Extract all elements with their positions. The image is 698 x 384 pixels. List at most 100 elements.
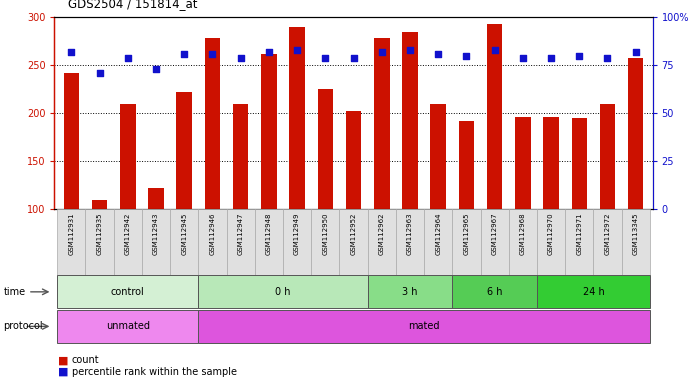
Point [235, 55, 246, 61]
Text: mated: mated [408, 321, 440, 331]
Bar [537, 209, 565, 275]
Point [602, 55, 613, 61]
Text: GSM112950: GSM112950 [322, 213, 328, 255]
Text: 6 h: 6 h [487, 287, 503, 297]
Bar [318, 89, 333, 209]
Text: GSM112962: GSM112962 [379, 213, 385, 255]
Point [517, 55, 528, 61]
Bar [572, 118, 587, 209]
Bar [283, 209, 311, 275]
Point [320, 55, 331, 61]
Text: GSM112967: GSM112967 [491, 213, 498, 255]
Bar [368, 275, 452, 308]
Text: GSM112942: GSM112942 [125, 213, 131, 255]
Text: GSM112949: GSM112949 [294, 213, 300, 255]
Bar [368, 209, 396, 275]
Point [574, 53, 585, 59]
Point [545, 55, 556, 61]
Bar [114, 209, 142, 275]
Text: GSM112935: GSM112935 [96, 213, 103, 255]
Bar [543, 117, 559, 209]
Text: GDS2504 / 151814_at: GDS2504 / 151814_at [68, 0, 198, 10]
Text: GSM112943: GSM112943 [153, 213, 159, 255]
Bar [57, 275, 198, 308]
Text: GSM112963: GSM112963 [407, 213, 413, 255]
Point [461, 53, 472, 59]
Text: 0 h: 0 h [275, 287, 291, 297]
Text: GSM112931: GSM112931 [68, 213, 75, 255]
Bar [509, 209, 537, 275]
Point [263, 49, 274, 55]
Bar [92, 200, 107, 209]
Bar [255, 209, 283, 275]
Text: GSM112948: GSM112948 [266, 213, 272, 255]
Point [151, 66, 162, 72]
Bar [64, 73, 79, 209]
Bar [205, 38, 220, 209]
Bar [85, 209, 114, 275]
Bar [515, 117, 530, 209]
Point [292, 47, 303, 53]
Text: time: time [3, 287, 26, 297]
Text: GSM112947: GSM112947 [238, 213, 244, 255]
Point [348, 55, 359, 61]
Point [94, 70, 105, 76]
Point [179, 51, 190, 57]
Text: unmated: unmated [106, 321, 150, 331]
Bar [424, 209, 452, 275]
Text: GSM112972: GSM112972 [604, 213, 611, 255]
Bar [120, 104, 135, 209]
Bar [233, 104, 248, 209]
Bar [177, 92, 192, 209]
Bar [600, 104, 615, 209]
Point [404, 47, 415, 53]
Text: protocol: protocol [3, 321, 43, 331]
Bar [396, 209, 424, 275]
Point [207, 51, 218, 57]
Bar [227, 209, 255, 275]
Bar [628, 58, 644, 209]
Point [489, 47, 500, 53]
Bar [170, 209, 198, 275]
Bar [346, 111, 362, 209]
Bar [452, 209, 480, 275]
Bar [459, 121, 474, 209]
Bar [487, 24, 503, 209]
Bar [198, 275, 368, 308]
Text: GSM112964: GSM112964 [435, 213, 441, 255]
Point [630, 49, 641, 55]
Bar [431, 104, 446, 209]
Bar [593, 209, 622, 275]
Bar [261, 54, 276, 209]
Bar [402, 32, 417, 209]
Bar [290, 27, 305, 209]
Bar [622, 209, 650, 275]
Text: ■: ■ [58, 367, 68, 377]
Text: 24 h: 24 h [583, 287, 604, 297]
Text: GSM113345: GSM113345 [632, 213, 639, 255]
Text: ■: ■ [58, 355, 68, 365]
Bar [565, 209, 593, 275]
Text: GSM112946: GSM112946 [209, 213, 216, 255]
Text: 3 h: 3 h [402, 287, 417, 297]
Text: GSM112945: GSM112945 [181, 213, 187, 255]
Bar [57, 310, 198, 343]
Bar [480, 209, 509, 275]
Bar [198, 209, 227, 275]
Point [433, 51, 444, 57]
Text: GSM112971: GSM112971 [577, 213, 582, 255]
Text: count: count [72, 355, 100, 365]
Bar [452, 275, 537, 308]
Text: GSM112952: GSM112952 [350, 213, 357, 255]
Text: GSM112970: GSM112970 [548, 213, 554, 255]
Bar [339, 209, 368, 275]
Text: control: control [111, 287, 144, 297]
Bar [198, 310, 650, 343]
Bar [142, 209, 170, 275]
Point [122, 55, 133, 61]
Bar [148, 188, 164, 209]
Text: percentile rank within the sample: percentile rank within the sample [72, 367, 237, 377]
Bar [374, 38, 389, 209]
Text: GSM112965: GSM112965 [463, 213, 469, 255]
Point [66, 49, 77, 55]
